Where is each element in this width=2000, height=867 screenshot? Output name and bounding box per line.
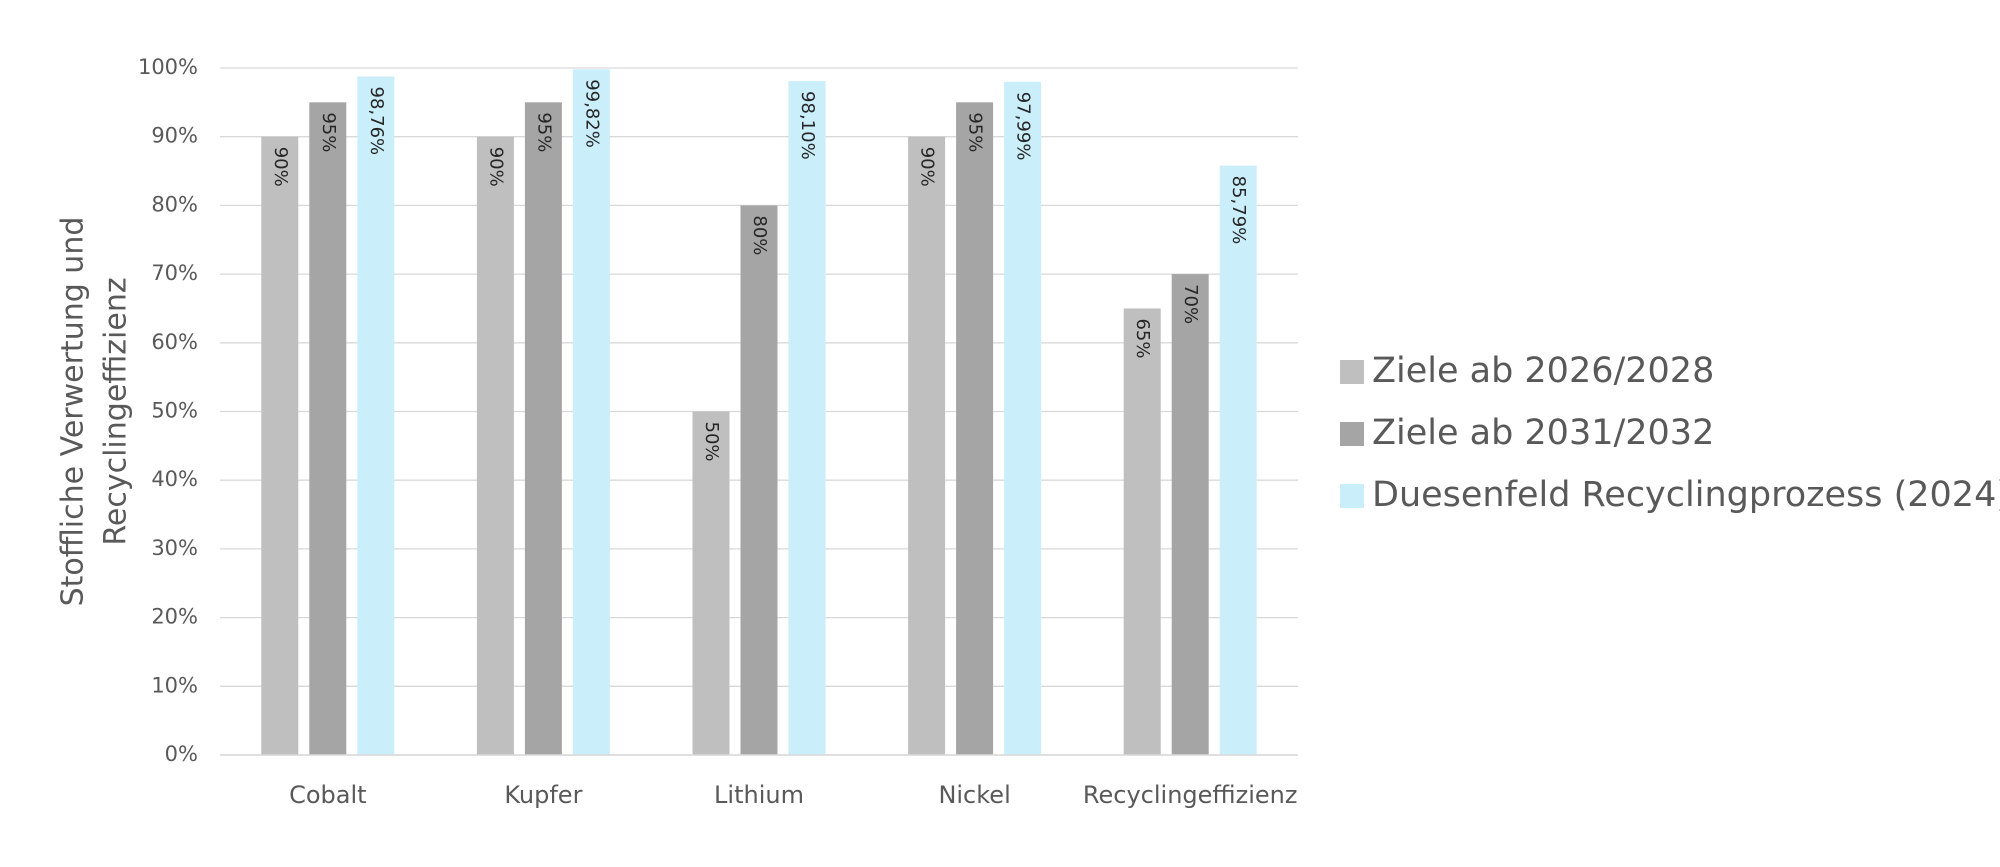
bar xyxy=(309,102,347,756)
value-label: 95% xyxy=(533,112,554,152)
value-label: 95% xyxy=(318,112,339,152)
bar xyxy=(1123,308,1161,755)
x-tick-label: Cobalt xyxy=(289,781,366,809)
y-tick-label: 0% xyxy=(165,742,198,766)
value-label: 50% xyxy=(701,422,722,462)
y-axis-label: Recyclingeffizienz xyxy=(99,277,134,545)
bar xyxy=(1004,81,1042,755)
value-label: 98,76% xyxy=(366,87,387,156)
y-tick-label: 10% xyxy=(151,673,198,697)
bar xyxy=(572,69,610,756)
legend-label: Ziele ab 2026/2028 xyxy=(1372,351,1714,391)
bar xyxy=(1171,274,1209,755)
bar xyxy=(788,81,826,756)
bar xyxy=(956,102,994,756)
value-label: 97,99% xyxy=(1013,92,1034,161)
value-label: 90% xyxy=(917,147,938,187)
y-tick-label: 70% xyxy=(151,261,198,285)
legend-swatch xyxy=(1340,360,1364,384)
bar xyxy=(524,102,562,756)
legend-label: Ziele ab 2031/2032 xyxy=(1372,413,1714,453)
legend-label: Duesenfeld Recyclingprozess (2024) xyxy=(1372,475,2000,515)
x-tick-label: Nickel xyxy=(938,781,1010,809)
x-tick-label: Kupfer xyxy=(504,781,582,809)
x-tick-label: Recyclingeffizienz xyxy=(1083,781,1298,809)
y-tick-label: 100% xyxy=(138,55,198,79)
value-label: 90% xyxy=(270,147,291,187)
legend-swatch xyxy=(1340,484,1364,508)
bar xyxy=(740,205,778,755)
y-tick-label: 60% xyxy=(151,330,198,354)
value-label: 65% xyxy=(1132,318,1153,358)
bar xyxy=(357,76,395,755)
bar xyxy=(1219,165,1257,756)
bar xyxy=(476,136,514,755)
y-tick-label: 20% xyxy=(151,605,198,629)
y-tick-label: 90% xyxy=(151,124,198,148)
y-tick-label: 40% xyxy=(151,467,198,491)
value-label: 90% xyxy=(485,147,506,187)
value-label: 80% xyxy=(749,215,770,255)
y-tick-label: 50% xyxy=(151,399,198,423)
x-tick-label: Lithium xyxy=(714,781,804,809)
bar xyxy=(261,136,299,755)
y-axis-label: Stoffliche Verwertung und xyxy=(56,217,91,607)
value-label: 85,79% xyxy=(1228,176,1249,245)
bar xyxy=(692,411,730,755)
legend-swatch xyxy=(1340,422,1364,446)
value-label: 98,10% xyxy=(797,91,818,160)
value-label: 99,82% xyxy=(581,79,602,148)
y-tick-label: 80% xyxy=(151,192,198,216)
bar xyxy=(908,136,946,755)
value-label: 70% xyxy=(1180,284,1201,324)
value-label: 95% xyxy=(965,112,986,152)
y-tick-label: 30% xyxy=(151,536,198,560)
